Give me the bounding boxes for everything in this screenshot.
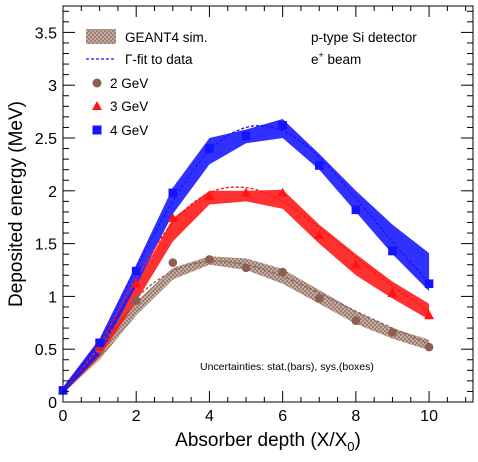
legend-marker-2gev [92, 78, 102, 88]
y-tick-label: 2 [48, 184, 57, 201]
data-point [314, 161, 324, 170]
data-point [424, 279, 434, 289]
data-point [278, 121, 287, 130]
y-tick-label: 3 [48, 78, 57, 95]
data-point [277, 187, 288, 197]
data-point [131, 278, 142, 288]
data-point [131, 266, 141, 276]
x-tick-label: 10 [420, 408, 438, 425]
data-point [168, 188, 178, 198]
data-point [241, 187, 252, 197]
legend-sim-swatch [86, 29, 116, 44]
legend-label-3gev: 3 GeV [110, 99, 148, 114]
legend-label-4gev: 4 GeV [110, 123, 148, 138]
fit-curve-1 [62, 186, 430, 390]
x-tick-label: 2 [132, 408, 141, 425]
x-axis-title: Absorber depth (X/X0) [175, 430, 361, 454]
detector-annotation: p-type Si detector [311, 30, 417, 45]
y-tick-label: 0 [48, 395, 57, 412]
data-point [205, 144, 214, 153]
data-point [131, 296, 141, 305]
y-tick-label: 2.5 [35, 131, 57, 148]
data-point [351, 205, 361, 215]
data-point [95, 338, 104, 348]
x-tick-label: 8 [351, 408, 360, 425]
data-point [424, 310, 435, 320]
plot-frame [62, 5, 474, 403]
y-tick-label: 1 [48, 289, 57, 306]
data-point [388, 246, 397, 256]
sim-band-2 [63, 118, 430, 394]
data-point [314, 294, 324, 303]
sim-bands [63, 118, 430, 394]
x-tick-label: 0 [59, 408, 68, 425]
data-point [387, 288, 398, 298]
data-point [351, 316, 361, 325]
y-tick-label: 0.5 [35, 342, 57, 359]
data-point [241, 263, 251, 273]
fit-curves [62, 125, 430, 390]
fit-curve-2 [62, 125, 430, 390]
sim-band-0 [63, 256, 430, 394]
data-point [424, 342, 434, 352]
x-tick-label: 6 [278, 408, 287, 425]
data-point [278, 267, 287, 277]
legend: GEANT4 sim. Γ-fit to data 2 GeV 3 GeV 4 … [86, 29, 208, 138]
legend-sim-label: GEANT4 sim. [125, 30, 208, 45]
beam-annotation: e+ beam [311, 50, 361, 67]
data-point [388, 328, 397, 337]
legend-label-2gev: 2 GeV [110, 76, 148, 91]
data-point [167, 213, 178, 223]
axes: 0 2 4 6 8 10 0 0.5 1 1.5 2 2.5 3 3.5 [35, 6, 473, 425]
sim-band-1 [63, 189, 430, 394]
y-tick-label: 1.5 [35, 237, 57, 254]
y-axis-title: Deposited energy (MeV) [6, 101, 27, 307]
x-tick-label: 4 [205, 408, 214, 425]
legend-marker-4gev [92, 125, 102, 135]
data-point [58, 386, 68, 395]
data-point [314, 229, 325, 239]
y-tick-label: 3.5 [35, 25, 57, 42]
data-point [204, 190, 215, 200]
data-point [241, 131, 251, 141]
uncertainties-note: Uncertainties: stat.(bars), sys.(boxes) [200, 361, 374, 373]
data-point [168, 258, 178, 267]
data-point [350, 259, 361, 269]
data-points [58, 121, 435, 395]
legend-fit-label: Γ-fit to data [125, 52, 193, 67]
legend-marker-3gev [92, 101, 102, 110]
data-point [205, 255, 214, 264]
